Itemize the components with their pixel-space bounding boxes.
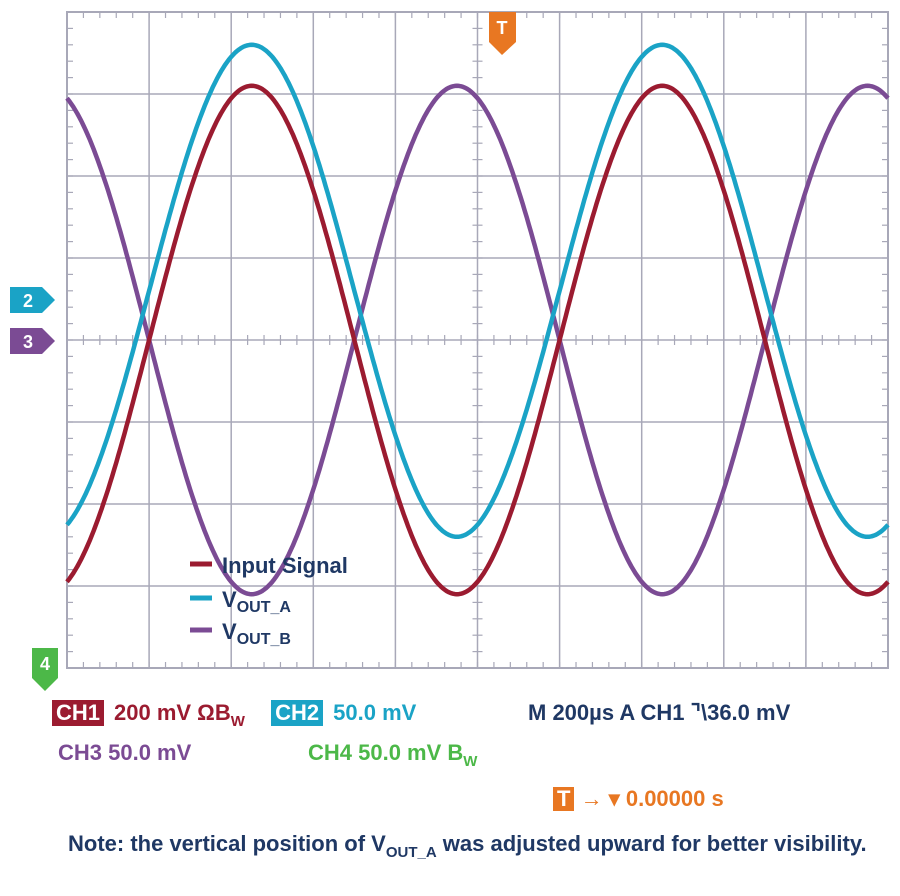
legend-label-vout-b: VOUT_B <box>222 619 291 648</box>
ch3-marker: 3 <box>10 328 55 354</box>
svg-text:4: 4 <box>40 654 50 674</box>
trace-input-signal <box>65 83 890 597</box>
settings-row-1: CH1 200 mV ΩBW CH2 50.0 mV <box>52 700 416 730</box>
legend: Input Signal VOUT_A VOUT_B <box>190 553 348 648</box>
oscilloscope-display: Input Signal VOUT_A VOUT_B T 2 3 4 <box>10 11 890 691</box>
legend-label-vout-a: VOUT_A <box>222 587 291 616</box>
trigger-time: → ▾ 0.00000 s <box>580 786 724 811</box>
trace-v-out-a <box>65 42 890 540</box>
trigger-badge: T <box>553 787 575 811</box>
graticule <box>66 11 889 669</box>
svg-text:2: 2 <box>23 291 33 311</box>
trigger-marker: T <box>489 12 516 55</box>
ch3-scale: CH3 50.0 mV <box>58 740 192 765</box>
svg-text:T: T <box>497 18 508 38</box>
ch2-badge: CH2 <box>271 700 324 726</box>
trace-v-out-b <box>65 83 890 597</box>
ch1-scale: 200 mV ΩBW <box>114 700 245 730</box>
timebase-readout: M 200µs A CH1 ⌝\36.0 mV <box>528 700 791 725</box>
svg-text:3: 3 <box>23 332 33 352</box>
trigger-position: T → ▾ 0.00000 s <box>553 786 724 812</box>
waveform-traces <box>65 42 890 597</box>
ch2-marker: 2 <box>10 287 55 313</box>
ch4-marker: 4 <box>32 648 58 691</box>
ch4-scale: CH4 50.0 mV BW <box>308 740 478 770</box>
legend-label-input: Input Signal <box>222 553 348 578</box>
footnote: Note: the vertical position of VOUT_A wa… <box>68 831 867 861</box>
ch2-scale: 50.0 mV <box>333 700 417 725</box>
ch1-badge: CH1 <box>52 700 105 726</box>
